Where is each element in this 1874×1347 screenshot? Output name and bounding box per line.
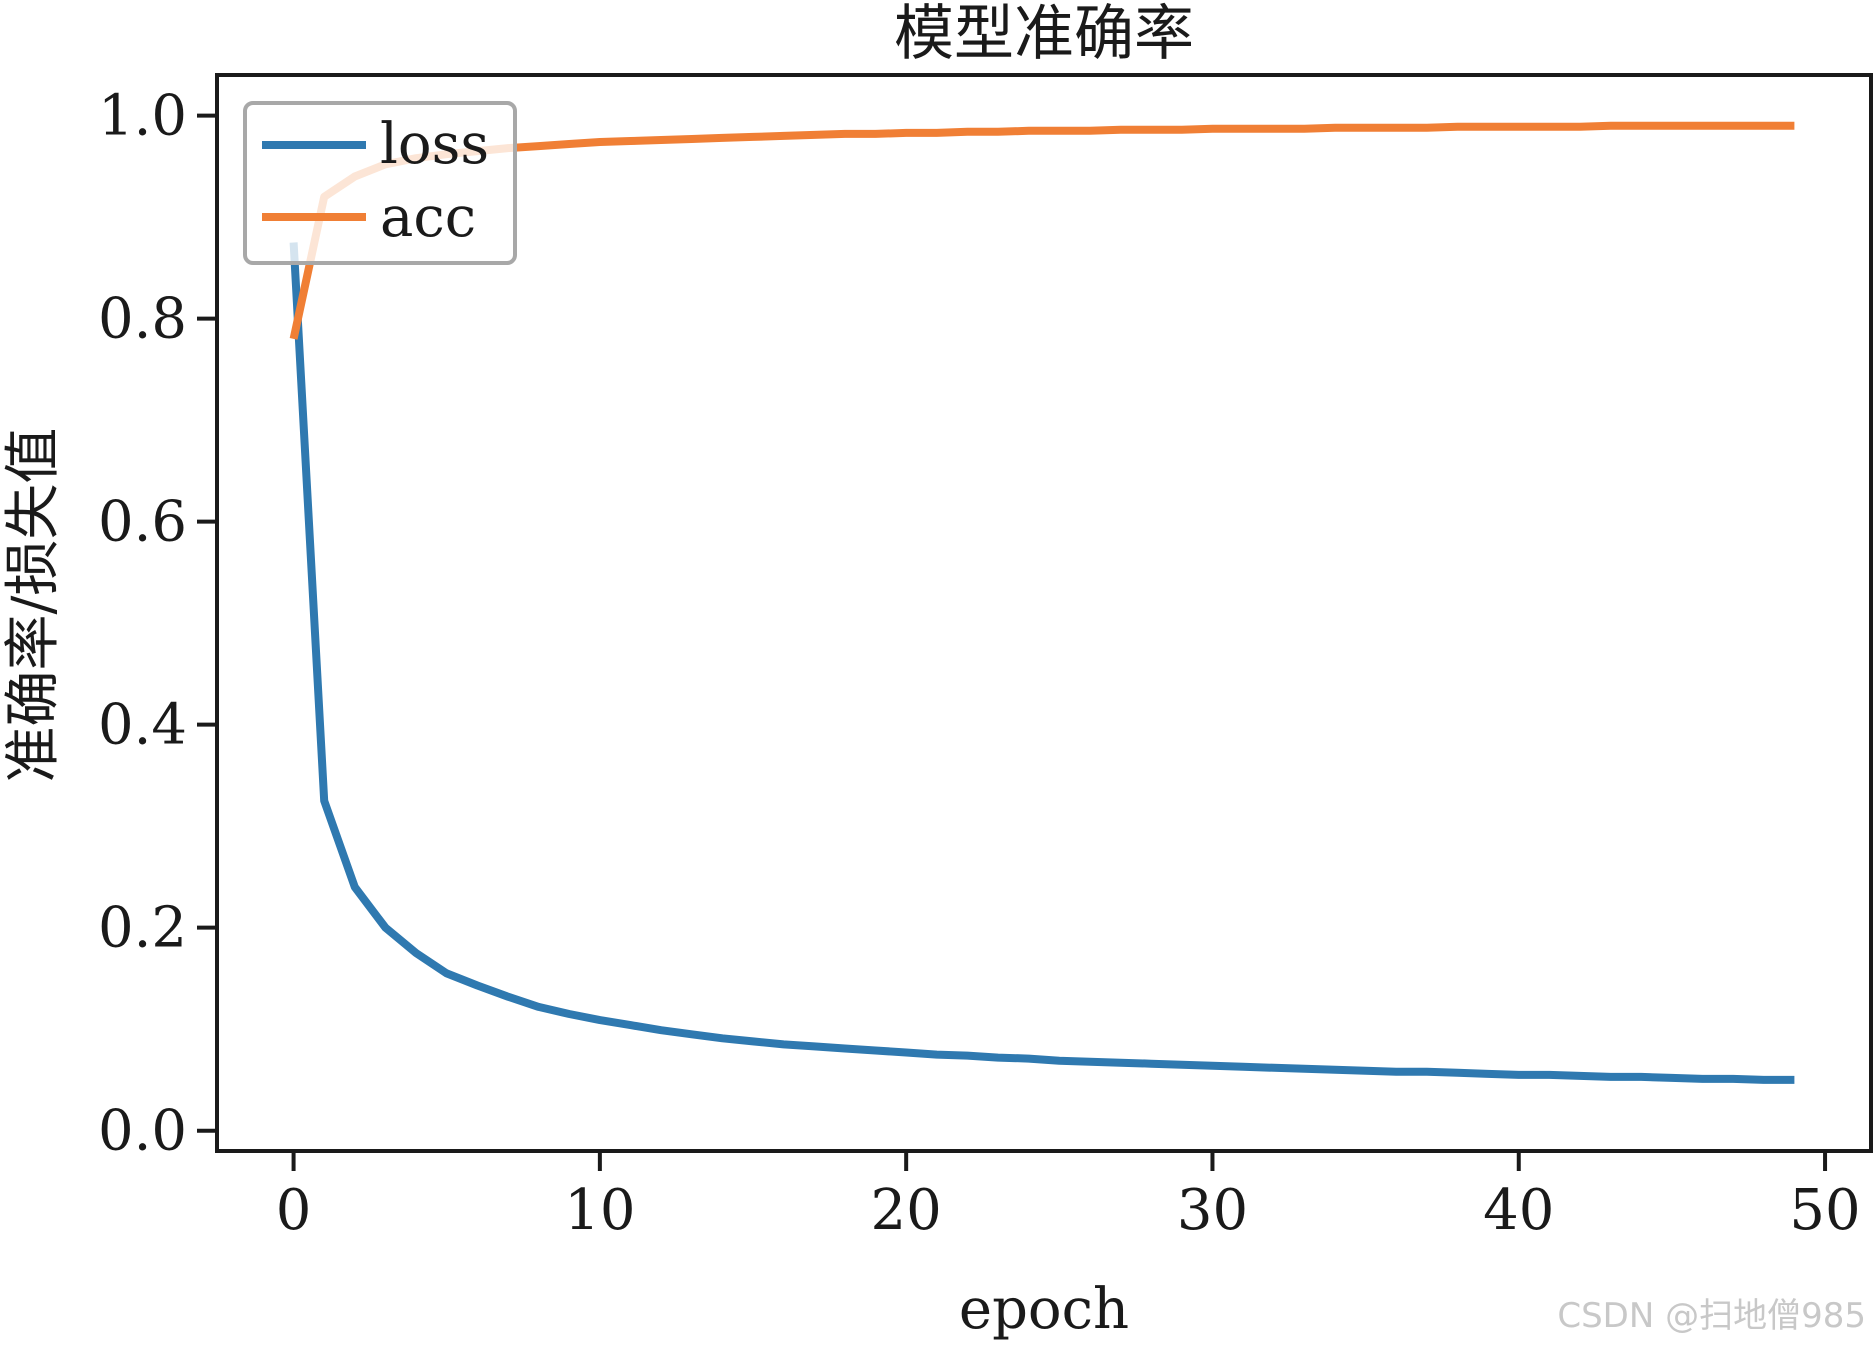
series-line-loss <box>289 242 1795 1084</box>
x-axis-title: epoch <box>959 1277 1129 1342</box>
x-tick-label: 40 <box>1483 1178 1554 1243</box>
chart-title: 模型准确率 <box>894 0 1194 69</box>
x-ticks: 0 10 20 30 40 50 <box>276 1151 1861 1243</box>
x-tick-label: 30 <box>1177 1178 1248 1243</box>
y-tick-label: 0.0 <box>98 1099 187 1164</box>
plot-frame <box>215 73 1873 1153</box>
y-tick-label: 0.4 <box>98 693 187 758</box>
legend-label-loss: loss <box>380 112 489 177</box>
legend-label-acc: acc <box>380 185 476 250</box>
x-tick-label: 10 <box>564 1178 635 1243</box>
y-tick-label: 0.8 <box>98 287 187 352</box>
x-tick-label: 50 <box>1789 1178 1860 1243</box>
y-axis-title: 准确率/损失值 <box>1 428 66 783</box>
series-line-acc <box>289 121 1795 340</box>
watermark: CSDN @扫地僧985 <box>1557 1296 1866 1336</box>
y-tick-label: 0.2 <box>98 896 187 961</box>
x-tick-label: 0 <box>276 1178 312 1243</box>
y-tick-label: 0.6 <box>98 490 187 555</box>
legend: loss acc <box>243 101 517 265</box>
x-tick-label: 20 <box>871 1178 942 1243</box>
y-tick-label: 1.0 <box>98 84 187 149</box>
y-ticks: 0.0 0.2 0.4 0.6 0.8 1.0 <box>98 84 217 1164</box>
series-layer <box>289 121 1795 1084</box>
